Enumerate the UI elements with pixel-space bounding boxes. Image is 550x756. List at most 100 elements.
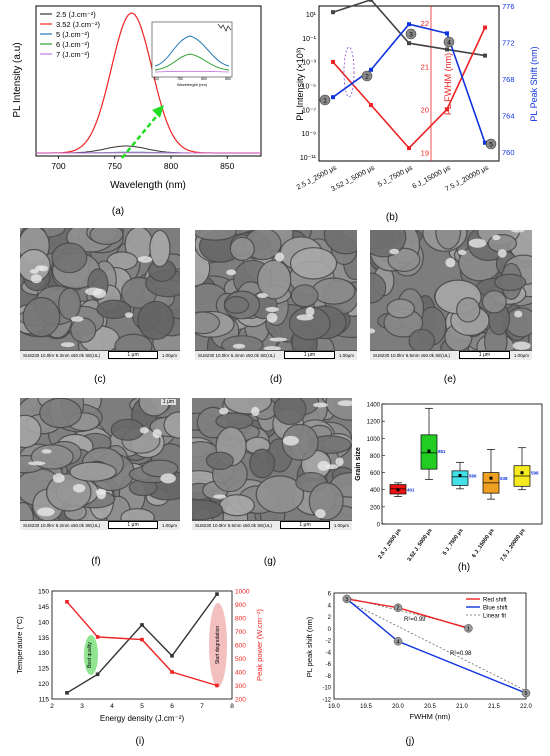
sem-highlight-d <box>232 343 246 349</box>
chart-h-xtick-2: 5 J_7500 μs <box>442 528 465 557</box>
sem-highlight-e <box>389 248 400 255</box>
label-c: (c) <box>94 374 106 385</box>
chart-h-boxes: 401 851 566 538 598 <box>389 407 539 500</box>
chart-a-inset: Wavelength (nm) 700 750 800 850 <box>151 21 233 87</box>
sem-grain-d <box>221 335 264 351</box>
chart-j-marker-circle-4 <box>521 688 531 698</box>
sem-highlight-d <box>257 293 268 299</box>
chart-b-marker-1: 2 <box>365 74 369 81</box>
chart-b-right-tick-1: 772 <box>502 38 515 47</box>
chart-i-left-tick-4: 135 <box>38 635 49 642</box>
chart-b-left-tick-5: 10⁻⁹ <box>302 131 316 138</box>
chart-j-fit <box>346 597 527 692</box>
chart-j-markers: 3 2 1 4 5 <box>342 594 531 698</box>
chart-b-ylabel-mid: PL FWHM (nm) <box>443 53 453 115</box>
chart-h-ytick-3: 600 <box>370 471 381 477</box>
sem-highlight-e <box>370 328 376 334</box>
chart-b-point-0-3 <box>445 47 449 52</box>
sem-grain-g <box>249 448 276 479</box>
sem-image-c: SU8230 10.0kV 6.3mm x50.0k SE(UL) 1 μm 1.0… <box>20 228 180 360</box>
sem-highlight-e <box>457 249 467 256</box>
sem-info-bar-c: SU8230 10.0kV 6.3mm x50.0k SE(UL) <box>20 350 180 360</box>
chart-j-ytick-6: -6 <box>326 662 332 668</box>
chart-a-legend: 2.5 (J.cm⁻²)3.52 (J.cm⁻²)5 (J.cm⁻²)6 (J.… <box>40 10 100 59</box>
sem-grain-f <box>69 461 117 482</box>
sem-texture-g <box>192 398 352 521</box>
chart-b-point-1-4 <box>483 25 487 30</box>
sem-grain-g <box>273 398 307 426</box>
chart-a-xtick-3: 850 <box>220 161 234 171</box>
chart-i-point-0-4 <box>215 592 219 596</box>
chart-h-ytick-2: 400 <box>370 488 381 494</box>
chart-i-degradation-ellipse <box>209 603 227 687</box>
chart-i-xtick-3: 5 <box>140 703 144 710</box>
chart-j-xlabel: FWHM (nm) <box>410 712 451 721</box>
sem-highlight-e <box>468 238 487 248</box>
sem-grain-c <box>149 229 171 268</box>
chart-a-legend-label-2: 5 (J.cm⁻²) <box>56 30 90 39</box>
chart-b-marker-circle-0 <box>319 94 331 106</box>
chart-h-ytick-5: 1000 <box>367 437 381 443</box>
sem-grain-d <box>229 236 255 262</box>
chart-i-left-tick-3: 130 <box>38 650 49 657</box>
chart-b-frame <box>318 5 500 162</box>
chart-i-left-tick-6: 145 <box>38 604 49 611</box>
chart-b-line-0 <box>332 0 486 57</box>
chart-b-markers: 1 2 3 4 5 <box>319 28 497 150</box>
chart-h-ytick-1: 200 <box>370 505 381 511</box>
sem-highlight-f <box>41 449 52 454</box>
chart-i-xtick-1: 3 <box>80 703 84 710</box>
sem-highlight-d <box>266 312 278 323</box>
chart-j-xtick-4: 21.0 <box>456 704 468 710</box>
chart-j-ytick-4: -2 <box>326 639 332 645</box>
label-f: (f) <box>91 556 101 567</box>
sem-mag-d: 1.00μm <box>338 353 354 358</box>
sem-highlight-g <box>317 460 330 471</box>
sem-highlight-e <box>492 234 501 241</box>
sem-texture-f <box>20 398 180 521</box>
chart-i-xtick-5: 7 <box>200 703 204 710</box>
label-d: (d) <box>269 374 283 385</box>
chart-j-r2-blue: R²=0.98 <box>450 651 472 657</box>
label-h: (h) <box>457 562 471 573</box>
chart-b-mid-tick-1: 21 <box>421 62 429 71</box>
sem-grain-d <box>223 296 250 314</box>
sem-scale-bar-c: 1 μm <box>108 351 158 359</box>
sem-grain-g <box>308 482 344 521</box>
chart-b-right-ticks: 776 772 768 764 760 <box>502 2 515 157</box>
chart-i-right-tick-8: 1000 <box>235 589 250 596</box>
chart-b-point-2-1 <box>369 67 373 72</box>
label-a: (a) <box>111 206 125 217</box>
chart-j-marker-3: 4 <box>396 639 399 645</box>
chart-j-marker-circle-0 <box>342 594 352 604</box>
chart-h-ytick-7: 1400 <box>367 403 381 409</box>
chart-i-annotation-best: Best quality <box>87 642 93 668</box>
chart-b-point-1-3 <box>445 107 449 112</box>
label-e: (e) <box>443 374 457 385</box>
chart-j-xtick-6: 22.0 <box>520 704 532 710</box>
chart-j-ytick-9: -12 <box>322 698 331 704</box>
chart-a-curves <box>36 12 261 154</box>
sem-image-d: SU8230 10.0kV 6.4mm x50.0k SE(UL) 1 μm 1.0… <box>195 230 357 360</box>
chart-h-mean-4 <box>520 471 524 475</box>
chart-h-mean-label-3: 538 <box>500 476 508 481</box>
sem-highlight-d <box>265 306 279 312</box>
sem-highlight-c <box>60 342 75 348</box>
sem-grain-c <box>114 333 153 351</box>
chart-a-inset-ticks: 700 750 800 850 <box>153 77 231 81</box>
chart-b-line-1 <box>332 27 486 150</box>
chart-i-point-1-3 <box>170 670 174 674</box>
chart-i: Best quality Start degradation 115 120 125… <box>15 589 264 724</box>
sem-highlight-g <box>335 457 344 467</box>
sem-highlight-d <box>269 337 288 342</box>
chart-b-marker-circle-4 <box>485 138 497 150</box>
chart-b-xticks: 2.5 J_2500 μs3.52 J_5000 μs 5 J_7500 μs6 … <box>296 164 491 193</box>
sem-highlight-d <box>263 346 281 351</box>
chart-a-arrow-head <box>152 105 164 118</box>
sem-grain-e <box>370 272 387 304</box>
sem-grain-d <box>311 277 356 305</box>
chart-b-xtick-1: 3.52 J_5000 μs <box>330 164 376 193</box>
sem-highlight-f <box>95 488 107 495</box>
chart-b-right-tick-3: 764 <box>502 111 515 120</box>
